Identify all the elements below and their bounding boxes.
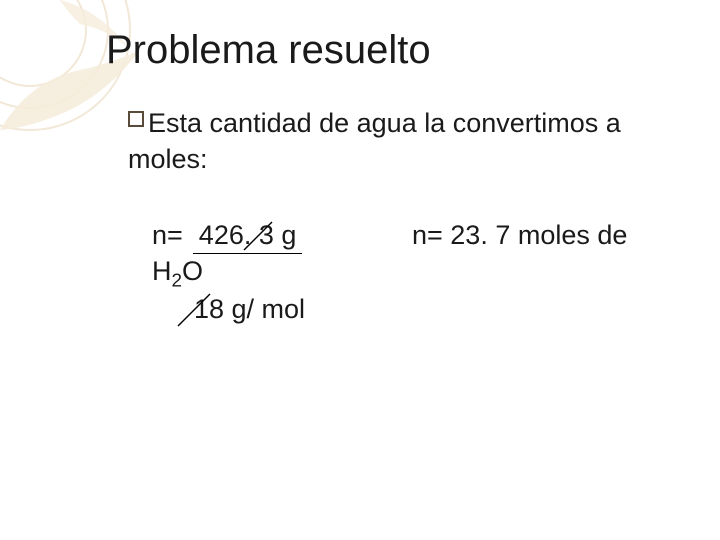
bullet-item: Esta cantidad de agua la convertimos a m…: [128, 105, 680, 178]
square-bullet-icon: [128, 111, 144, 127]
denominator-row: 18 g/ mol: [194, 294, 412, 325]
n-equals-label: n=: [152, 220, 183, 251]
bullet-text-lead: Esta: [148, 108, 202, 138]
h2o-h: H: [152, 256, 172, 286]
slide-title: Problema resuelto: [106, 28, 680, 73]
slide: Problema resuelto Esta cantidad de agua …: [0, 0, 720, 540]
h2o-label: H2O: [152, 256, 412, 292]
equation-line: n= 426. 3 g: [152, 220, 412, 254]
result-text: n= 23. 7 moles de: [412, 220, 627, 250]
calculation-left: n= 426. 3 g H2O 18 g/ mol: [152, 220, 412, 325]
slide-body: Esta cantidad de agua la convertimos a m…: [110, 105, 680, 325]
h2o-sub: 2: [172, 270, 183, 291]
bullet-text-rest: cantidad de agua la convertimos a moles:: [128, 108, 621, 174]
numerator: 426. 3 g: [193, 220, 303, 254]
calculation-row: n= 426. 3 g H2O 18 g/ mol n= 23. 7 moles …: [152, 220, 680, 325]
denominator: 18 g/ mol: [194, 294, 305, 324]
h2o-o: O: [182, 256, 203, 286]
calculation-result: n= 23. 7 moles de: [412, 220, 680, 251]
bullet-text: Esta cantidad de agua la convertimos a m…: [128, 108, 621, 174]
